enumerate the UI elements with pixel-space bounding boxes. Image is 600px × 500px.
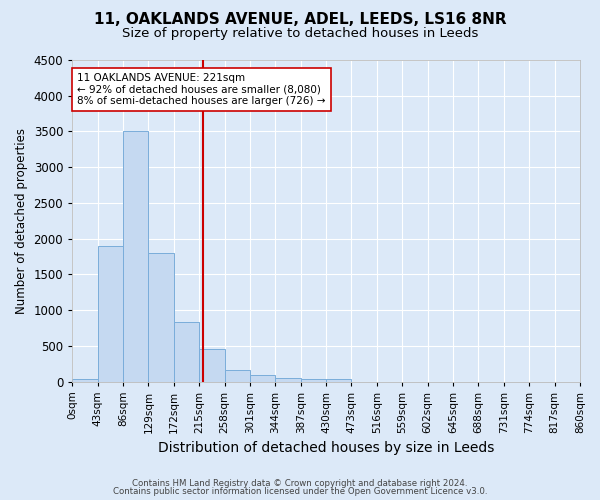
Bar (250, 375, 275, 382)
Text: 11 OAKLANDS AVENUE: 221sqm
← 92% of detached houses are smaller (8,080)
8% of se: 11 OAKLANDS AVENUE: 221sqm ← 92% of deta… (77, 73, 325, 106)
Bar (123, 132, 148, 382)
Bar (72, 380, 98, 382)
Bar (98, 246, 123, 382)
Bar (199, 350, 224, 382)
Text: Size of property relative to detached houses in Leeds: Size of property relative to detached ho… (122, 28, 478, 40)
Text: 11, OAKLANDS AVENUE, ADEL, LEEDS, LS16 8NR: 11, OAKLANDS AVENUE, ADEL, LEEDS, LS16 8… (94, 12, 506, 28)
Bar (174, 322, 199, 382)
Bar (301, 380, 326, 382)
Bar (275, 378, 301, 382)
Text: Contains public sector information licensed under the Open Government Licence v3: Contains public sector information licen… (113, 487, 487, 496)
X-axis label: Distribution of detached houses by size in Leeds: Distribution of detached houses by size … (158, 441, 494, 455)
Bar (326, 380, 352, 382)
Y-axis label: Number of detached properties: Number of detached properties (15, 128, 28, 314)
Bar (148, 253, 174, 382)
Text: Contains HM Land Registry data © Crown copyright and database right 2024.: Contains HM Land Registry data © Crown c… (132, 478, 468, 488)
Bar (224, 370, 250, 382)
